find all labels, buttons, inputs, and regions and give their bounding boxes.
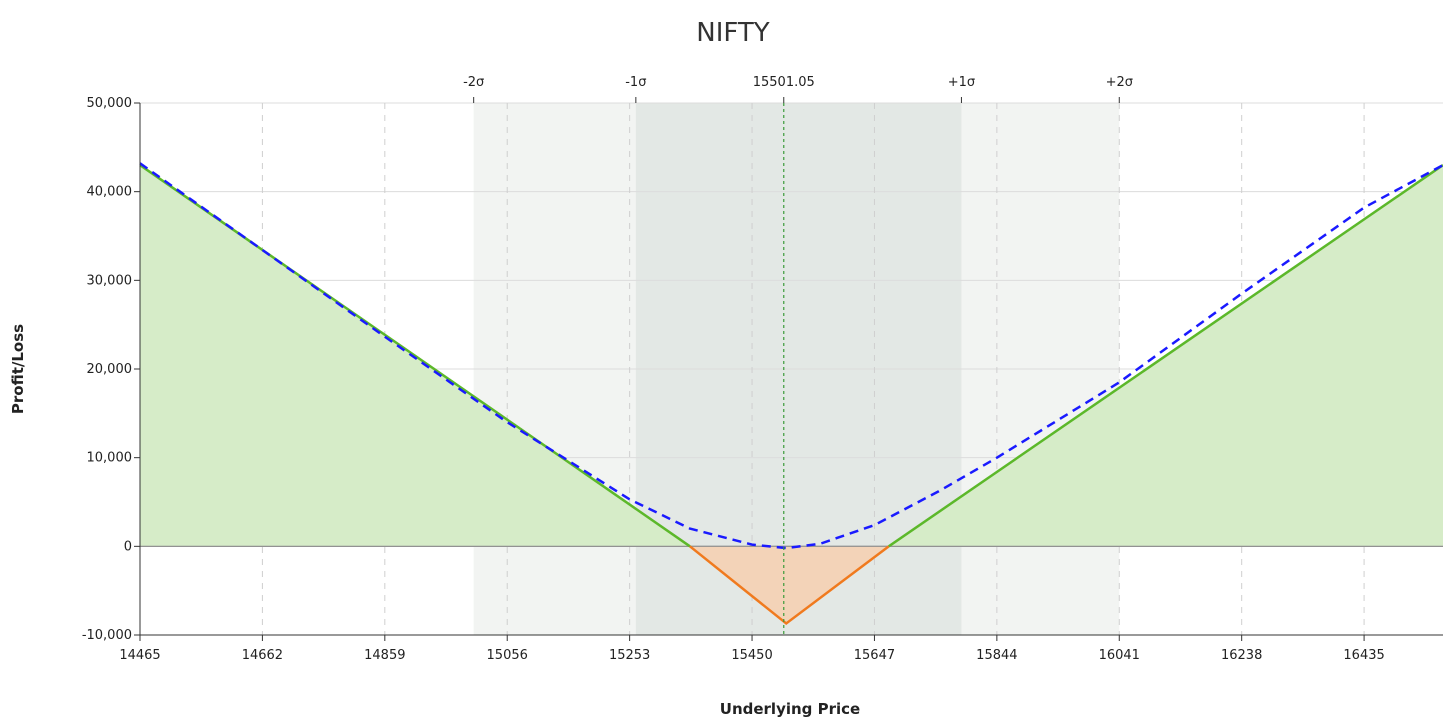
x-tick-label-1: 14662 [242,648,283,663]
x-tick-label-4: 15253 [609,648,650,663]
y-tick-label-4: 10,000 [87,451,133,466]
x-axis-label: Underlying Price [720,700,860,718]
x-tick-label-9: 16238 [1221,648,1262,663]
x-tick-label-7: 15844 [976,648,1017,663]
y-tick-label-5: 0 [124,539,132,554]
expiry-payoff-right [888,164,1443,548]
expiry-payoff-loss [689,545,890,626]
axes [134,97,1443,641]
y-axis-label: Profit/Loss [9,324,27,414]
x-tick-label-0: 14465 [119,648,160,663]
y-tick-label-3: 20,000 [87,362,133,377]
x-tick-label-2: 14859 [364,648,405,663]
top-tick-label-1: -1σ [625,75,646,90]
y-tick-label-0: 50,000 [87,96,133,111]
x-tick-label-3: 15056 [487,648,528,663]
x-tick-label-5: 15450 [731,648,772,663]
top-tick-label-3: +1σ [948,75,975,90]
y-tick-label-1: 40,000 [87,185,133,200]
chart-title: NIFTY [696,18,769,48]
x-tick-label-8: 16041 [1099,648,1140,663]
top-tick-label-4: +2σ [1106,75,1133,90]
axis-labels: 50,000 40,000 30,000 20,000 10,000 0 -10,000 14… [82,75,1385,663]
x-tick-label-6: 15647 [854,648,895,663]
top-tick-label-2: 15501.05 [753,75,815,90]
y-tick-label-2: 30,000 [87,273,133,288]
payoff-lines [139,103,1443,635]
top-tick-label-0: -2σ [463,75,484,90]
x-tick-label-10: 16435 [1343,648,1384,663]
y-tick-label-6: -10,000 [82,628,132,643]
target-payoff-line [139,162,1443,550]
loss-area [689,546,889,624]
